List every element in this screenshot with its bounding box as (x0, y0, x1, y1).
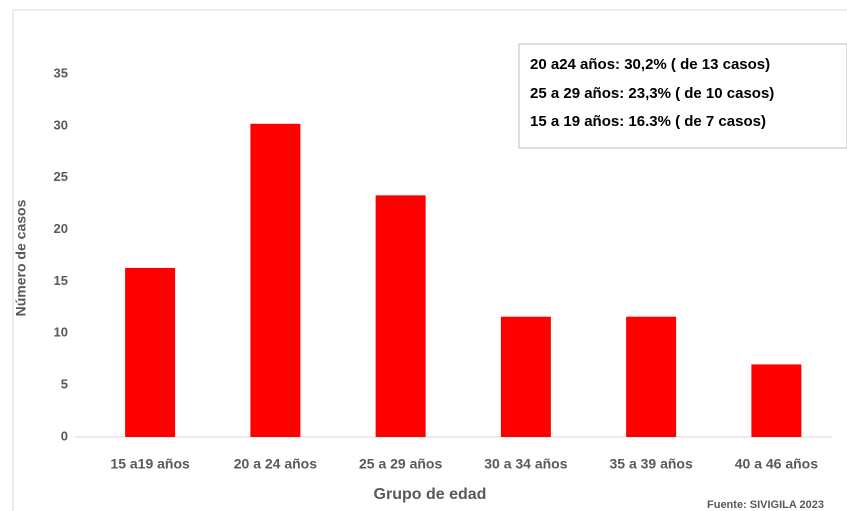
x-tick-label: 25 a 29 años (359, 456, 442, 472)
y-tick-label: 30 (54, 117, 68, 132)
y-tick-label: 0 (61, 428, 68, 443)
source-note: Fuente: SIVIGILA 2023 (707, 499, 824, 511)
x-axis-title: Grupo de edad (374, 486, 487, 503)
bar (751, 364, 802, 437)
x-tick-label: 20 a 24 años (234, 456, 317, 472)
y-axis-title: Número de casos (13, 199, 29, 316)
annotation-box (518, 43, 847, 149)
y-tick-label: 20 (54, 221, 68, 236)
y-tick-label: 35 (54, 65, 68, 80)
x-tick-label: 15 a19 años (110, 456, 190, 472)
annotation: 20 a24 años: 30,2% ( de 13 casos) (530, 56, 770, 73)
y-tick-label: 15 (54, 273, 68, 288)
bar (500, 316, 551, 437)
x-tick-label: 30 a 34 años (484, 456, 567, 472)
bar (375, 195, 426, 437)
bar (250, 123, 301, 437)
x-tick-label: 40 a 46 años (735, 456, 818, 472)
bar (626, 316, 677, 437)
annotation: 15 a 19 años: 16.3% ( de 7 casos) (530, 113, 766, 130)
y-tick-label: 10 (54, 325, 68, 340)
y-tick-label: 25 (54, 169, 68, 184)
annotation: 25 a 29 años: 23,3% ( de 10 casos) (530, 85, 774, 102)
y-tick-label: 5 (61, 377, 68, 392)
bar (125, 267, 176, 437)
x-tick-label: 35 a 39 años (609, 456, 692, 472)
